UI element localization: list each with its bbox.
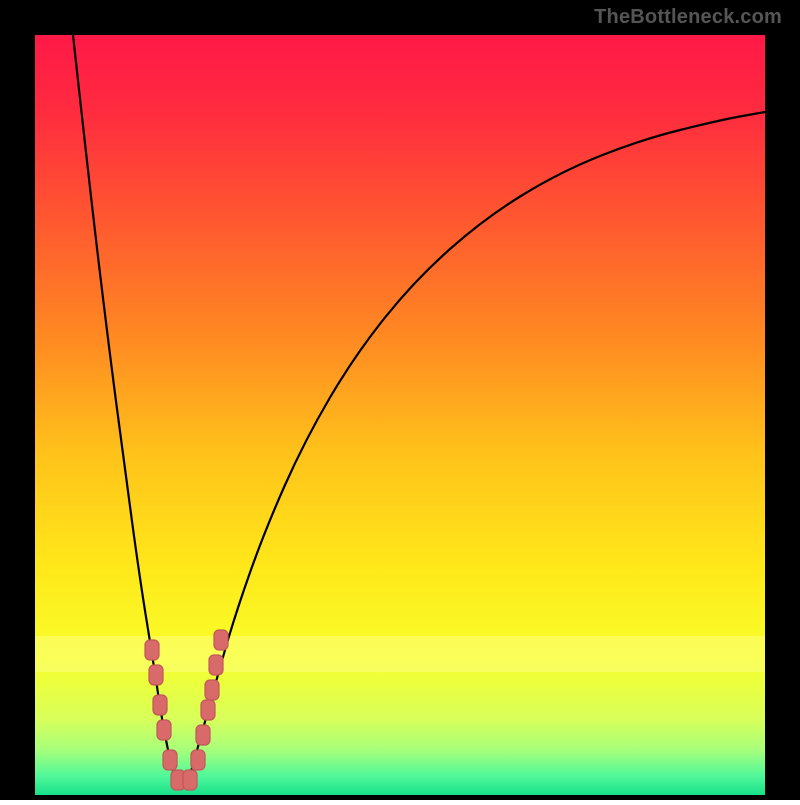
data-marker (163, 750, 177, 770)
data-marker (191, 750, 205, 770)
data-marker (145, 640, 159, 660)
data-marker (201, 700, 215, 720)
chart-svg (0, 0, 800, 800)
data-marker (209, 655, 223, 675)
data-marker (214, 630, 228, 650)
data-marker (153, 695, 167, 715)
data-marker (205, 680, 219, 700)
data-marker (149, 665, 163, 685)
data-marker (157, 720, 171, 740)
watermark-text: TheBottleneck.com (594, 6, 782, 29)
data-marker (196, 725, 210, 745)
chart-canvas: TheBottleneck.com (0, 0, 800, 800)
data-marker (183, 770, 197, 790)
plot-area (35, 35, 765, 795)
